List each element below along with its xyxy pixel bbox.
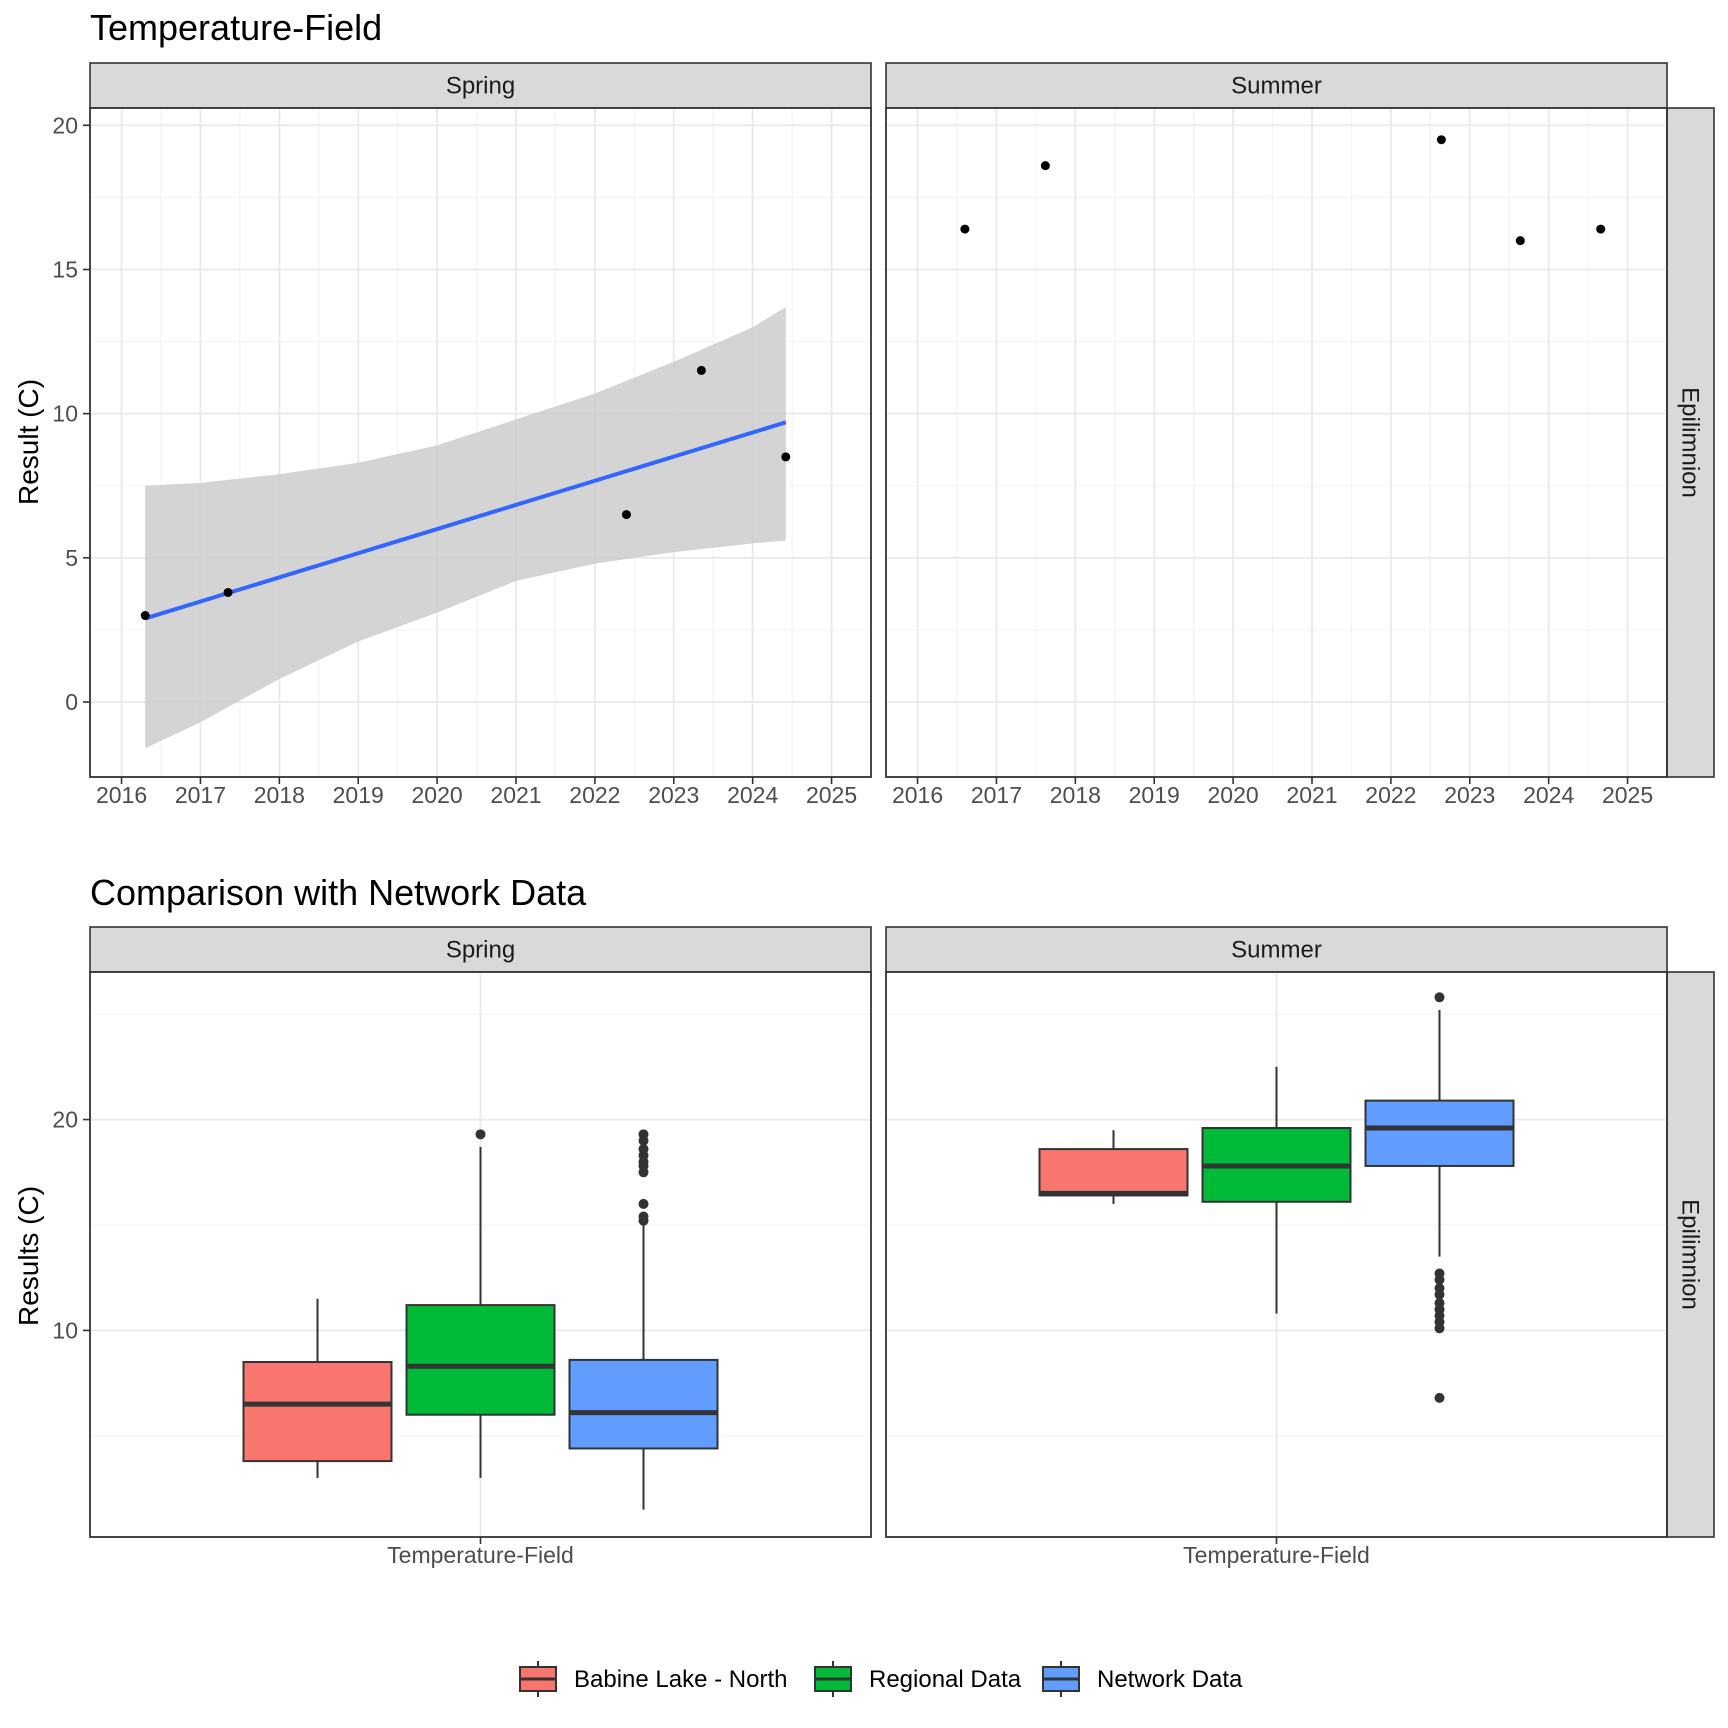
outlier-point xyxy=(1434,1392,1445,1403)
box-spring-regional-data xyxy=(405,1129,556,1478)
x-tick-label: 2016 xyxy=(96,782,147,808)
data-point-summer-2 xyxy=(1040,161,1050,171)
data-point-spring-5 xyxy=(781,452,791,462)
outlier-point xyxy=(638,1198,649,1209)
y-tick-label: 20 xyxy=(52,112,78,138)
x-tick-label: 2022 xyxy=(569,782,620,808)
facet-label-summer: Summer xyxy=(1231,937,1322,964)
data-point-summer-3 xyxy=(1436,135,1446,145)
box-summer-babine-lake-north xyxy=(1038,1130,1189,1204)
facet-label-spring: Spring xyxy=(446,937,515,964)
y-tick-label: 10 xyxy=(52,1317,78,1343)
x-tick-label: 2019 xyxy=(1129,782,1180,808)
panel-border xyxy=(89,971,872,1538)
x-tick-label: 2018 xyxy=(254,782,305,808)
outlier-point xyxy=(638,1144,649,1155)
data-point-spring-1 xyxy=(140,611,150,621)
facet-strip-summer xyxy=(885,62,1668,109)
legend-label: Network Data xyxy=(1097,1666,1243,1693)
y-tick-label: 5 xyxy=(65,545,78,571)
data-point-spring-3 xyxy=(621,510,631,520)
box-body xyxy=(568,1358,719,1450)
x-tick-label: 2024 xyxy=(1523,782,1574,808)
y-tick-label: 15 xyxy=(52,256,78,282)
facet-strip-spring xyxy=(89,62,872,109)
outlier-point xyxy=(1434,1297,1445,1308)
facet-strip-row xyxy=(1666,107,1715,778)
x-tick-label: Temperature-Field xyxy=(387,1542,574,1568)
box-body xyxy=(405,1304,556,1416)
legend-label: Regional Data xyxy=(869,1666,1022,1693)
x-tick-label: 2017 xyxy=(971,782,1022,808)
x-tick-label: 2025 xyxy=(806,782,857,808)
box-body xyxy=(1038,1148,1189,1197)
x-tick-label: 2018 xyxy=(1050,782,1101,808)
y-tick-label: 20 xyxy=(52,1107,78,1133)
facet-row-label: Epilimnion xyxy=(1677,1199,1704,1310)
y-axis-title: Result (C) xyxy=(13,379,44,505)
outlier-point xyxy=(1434,1268,1445,1279)
outlier-point xyxy=(638,1129,649,1140)
facet-row-label: Epilimnion xyxy=(1677,387,1704,498)
data-point-spring-4 xyxy=(696,365,706,375)
y-axis-title: Results (C) xyxy=(13,1186,44,1326)
facet-strip-summer xyxy=(885,926,1668,973)
box-summer-regional-data xyxy=(1201,1066,1352,1314)
facet-label-summer: Summer xyxy=(1231,73,1322,100)
legend-item-network-data: Network Data xyxy=(1042,1661,1243,1697)
facet-label-spring: Spring xyxy=(446,73,515,100)
top-chart-title: Temperature-Field xyxy=(90,7,382,48)
x-tick-label: 2023 xyxy=(1444,782,1495,808)
data-point-summer-5 xyxy=(1596,224,1606,234)
panel-background xyxy=(886,108,1667,777)
facet-strip-spring xyxy=(89,926,872,973)
outlier-point xyxy=(638,1211,649,1222)
x-tick-label: 2017 xyxy=(175,782,226,808)
x-tick-label: 2020 xyxy=(1208,782,1259,808)
trend-line xyxy=(144,420,787,621)
data-point-summer-4 xyxy=(1515,236,1525,246)
outlier-point xyxy=(1434,1283,1445,1294)
legend-item-babine-lake-north: Babine Lake - North xyxy=(519,1661,787,1697)
box-body xyxy=(1364,1099,1515,1167)
x-tick-label: 2023 xyxy=(648,782,699,808)
x-tick-label: 2024 xyxy=(727,782,778,808)
x-tick-label: 2016 xyxy=(892,782,943,808)
plot-area: Spring Summer Epilimnion 2016 2017 2018 2019 20… xyxy=(13,62,1715,1568)
outlier-point xyxy=(475,1129,486,1140)
data-point-spring-2 xyxy=(223,587,233,597)
confidence-band xyxy=(145,307,786,749)
panel-border xyxy=(89,107,872,778)
outlier-point xyxy=(1434,992,1445,1003)
data-point-summer-1 xyxy=(960,224,970,234)
x-tick-label: 2020 xyxy=(412,782,463,808)
x-tick-label: 2022 xyxy=(1365,782,1416,808)
box-spring-babine-lake-north xyxy=(242,1298,393,1478)
box-spring-network-data xyxy=(568,1129,719,1510)
legend-item-regional-data: Regional Data xyxy=(814,1661,1022,1697)
box-body xyxy=(242,1361,393,1463)
x-tick-label: 2019 xyxy=(333,782,384,808)
legend-label: Babine Lake - North xyxy=(574,1666,787,1693)
bottom-chart-title: Comparison with Network Data xyxy=(90,872,587,913)
x-tick-label: 2021 xyxy=(1286,782,1337,808)
panel-border xyxy=(885,107,1668,778)
x-tick-label: Temperature-Field xyxy=(1183,1542,1370,1568)
y-tick-label: 0 xyxy=(65,689,78,715)
box-summer-network-data xyxy=(1364,992,1515,1403)
panel-border xyxy=(885,971,1668,1538)
x-tick-label: 2021 xyxy=(490,782,541,808)
y-tick-label: 10 xyxy=(52,401,78,427)
legend: Babine Lake - North Regional Data Network … xyxy=(519,1661,1243,1697)
x-tick-label: 2025 xyxy=(1602,782,1653,808)
